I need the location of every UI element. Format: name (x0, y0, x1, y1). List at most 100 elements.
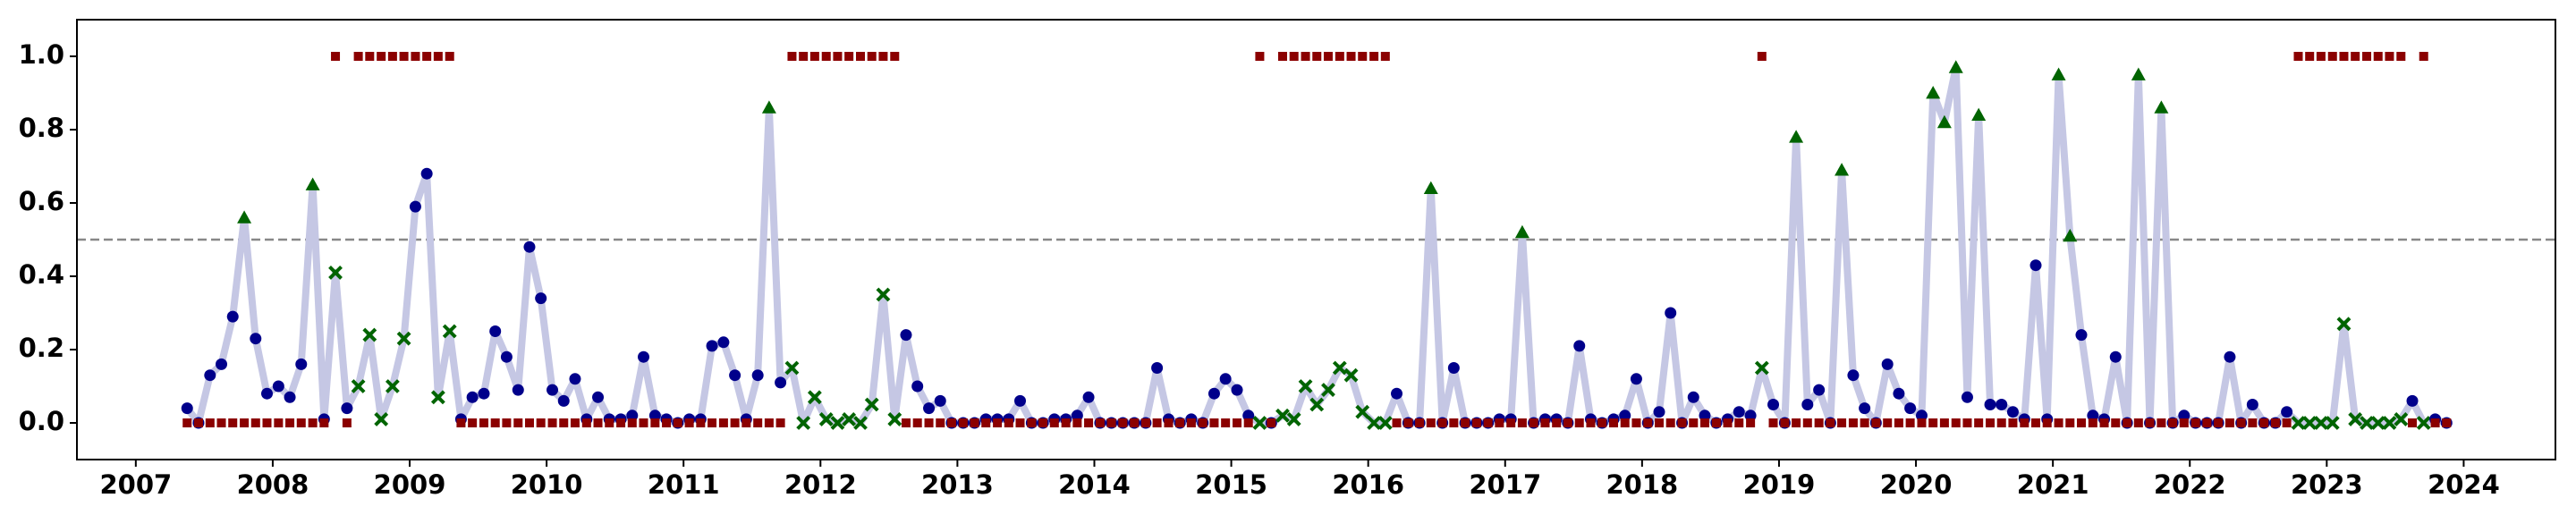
square-marker (193, 418, 203, 427)
square-marker (422, 52, 432, 61)
circle-marker (409, 200, 421, 213)
square-marker (2396, 52, 2406, 61)
square-marker (2088, 418, 2097, 427)
circle-marker (260, 387, 273, 400)
square-marker (730, 418, 740, 427)
circle-marker (1801, 399, 1814, 410)
square-marker (867, 52, 877, 61)
x-marker (1275, 408, 1290, 423)
x-tick-label: 2012 (784, 469, 857, 500)
square-marker (2065, 418, 2075, 427)
square-marker (1986, 418, 1996, 427)
circle-marker (341, 402, 353, 415)
x-marker (2336, 317, 2351, 332)
square-marker (1495, 418, 1504, 427)
square-marker (1974, 418, 1984, 427)
square-marker (1004, 418, 1013, 427)
square-marker (1631, 418, 1641, 427)
square-marker (1711, 418, 1721, 427)
square-marker (262, 418, 272, 427)
square-marker (502, 418, 512, 427)
square-marker (411, 52, 420, 61)
circle-marker (1813, 384, 1826, 396)
circle-marker (1665, 307, 1677, 319)
square-marker (844, 52, 854, 61)
square-marker (1243, 418, 1253, 427)
square-marker (1917, 418, 1927, 427)
square-marker (353, 52, 363, 61)
square-marker (1951, 418, 1961, 427)
x-marker (362, 327, 377, 342)
square-marker (821, 52, 831, 61)
square-marker (1860, 418, 1869, 427)
circle-marker (557, 394, 570, 407)
circle-marker (1573, 340, 1586, 352)
circle-marker (729, 369, 741, 382)
square-marker (2031, 418, 2041, 427)
square-marker (981, 418, 991, 427)
square-marker (182, 418, 192, 427)
square-marker (1552, 418, 1562, 427)
circle-marker (523, 241, 536, 253)
square-marker (445, 52, 454, 61)
square-marker (2236, 418, 2246, 427)
square-marker (1140, 418, 1150, 427)
x-marker (1332, 360, 1347, 376)
square-marker (1962, 418, 1972, 427)
triangle-marker (2051, 67, 2066, 80)
circle-marker (500, 350, 513, 363)
square-marker (1312, 52, 1322, 61)
x-marker (442, 324, 457, 339)
x-marker (1252, 416, 1267, 430)
square-marker (639, 418, 648, 427)
triangle-marker (2063, 228, 2078, 242)
square-marker (1358, 52, 1368, 61)
square-marker (1084, 418, 1094, 427)
square-marker (1449, 418, 1459, 427)
square-marker (2179, 418, 2189, 427)
circle-marker (547, 384, 559, 396)
x-marker (2302, 416, 2318, 430)
circle-marker (2281, 406, 2293, 418)
square-marker (479, 418, 488, 427)
square-marker (2008, 418, 2018, 427)
square-marker (1198, 418, 1208, 427)
square-marker (1814, 418, 1824, 427)
square-marker (433, 52, 443, 61)
x-marker (2416, 416, 2431, 430)
circle-marker (2224, 350, 2236, 363)
square-marker (1620, 418, 1630, 427)
square-marker (1118, 418, 1128, 427)
circle-marker (489, 325, 502, 337)
square-marker (2419, 52, 2428, 61)
square-marker (1540, 418, 1550, 427)
circle-marker (2246, 399, 2258, 410)
square-marker (2054, 418, 2063, 427)
circle-marker (181, 402, 193, 415)
plot-frame (76, 19, 2556, 460)
x-tick-label: 2009 (374, 469, 446, 500)
square-marker (1939, 418, 1949, 427)
square-marker (536, 418, 546, 427)
circle-marker (1767, 399, 1780, 410)
circle-marker (216, 358, 228, 370)
circle-marker (706, 340, 718, 352)
circle-marker (1847, 369, 1860, 382)
x-marker (1355, 404, 1370, 419)
triangle-marker (1971, 107, 1987, 121)
square-marker (924, 418, 934, 427)
circle-marker (1881, 358, 1894, 370)
circle-marker (478, 387, 490, 400)
y-tick-label: 1.0 (19, 39, 64, 70)
square-marker (1871, 418, 1881, 427)
square-marker (1175, 418, 1185, 427)
triangle-marker (1948, 60, 1963, 73)
square-marker (936, 418, 945, 427)
square-marker (1061, 418, 1071, 427)
square-marker (228, 418, 238, 427)
square-marker (2248, 418, 2258, 427)
circle-marker (1687, 391, 1699, 403)
square-marker (377, 52, 386, 61)
square-marker (1233, 418, 1242, 427)
square-marker (2145, 418, 2155, 427)
